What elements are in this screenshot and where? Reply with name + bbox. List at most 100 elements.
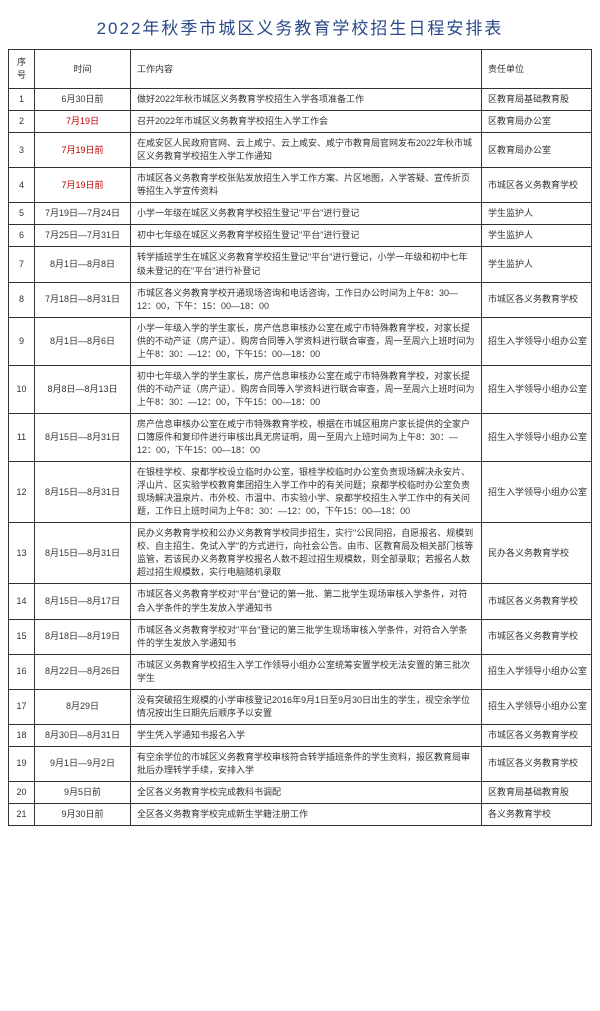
cell-unit: 市城区各义务教育学校 — [482, 724, 592, 746]
cell-content: 没有突破招生规模的小学审核登记2016年9月1日至9月30日出生的学生，视空余学… — [131, 689, 482, 724]
cell-unit: 民办各义务教育学校 — [482, 523, 592, 584]
cell-num: 18 — [9, 724, 35, 746]
table-row: 209月5日前全区各义务教育学校完成教科书调配区教育局基础教育股 — [9, 781, 592, 803]
cell-content: 市城区义务教育学校招生入学工作领导小组办公室统筹安置学校无法安置的第三批次学生 — [131, 654, 482, 689]
cell-content: 召开2022年市城区义务教育学校招生入学工作会 — [131, 111, 482, 133]
page-title: 2022年秋季市城区义务教育学校招生日程安排表 — [8, 14, 592, 39]
cell-content: 全区各义务教育学校完成教科书调配 — [131, 781, 482, 803]
table-row: 148月15日—8月17日市城区各义务教育学校对"平台"登记的第一批、第二批学生… — [9, 584, 592, 619]
cell-content: 全区各义务教育学校完成新生学籍注册工作 — [131, 804, 482, 826]
cell-unit: 招生入学领导小组办公室 — [482, 654, 592, 689]
header-unit: 责任单位 — [482, 50, 592, 89]
table-row: 37月19日前在咸安区人民政府官网、云上咸宁、云上咸安、咸宁市教育局官网发布20… — [9, 133, 592, 168]
cell-time: 7月19日 — [35, 111, 131, 133]
cell-content: 做好2022年秋市城区义务教育学校招生入学各项准备工作 — [131, 89, 482, 111]
table-row: 178月29日没有突破招生规模的小学审核登记2016年9月1日至9月30日出生的… — [9, 689, 592, 724]
cell-unit: 学生监护人 — [482, 203, 592, 225]
cell-content: 初中七年级在城区义务教育学校招生登记"平台"进行登记 — [131, 225, 482, 247]
cell-num: 21 — [9, 804, 35, 826]
cell-content: 学生凭入学通知书报名入学 — [131, 724, 482, 746]
table-row: 138月15日—8月31日民办义务教育学校和公办义务教育学校同步招生，实行"公民… — [9, 523, 592, 584]
cell-unit: 市城区各义务教育学校 — [482, 168, 592, 203]
cell-content: 小学一年级入学的学生家长，房产信息审核办公室在咸宁市特殊教育学校，对家长提供的不… — [131, 317, 482, 365]
cell-num: 20 — [9, 781, 35, 803]
table-row: 108月8日—8月13日初中七年级入学的学生家长，房产信息审核办公室在咸宁市特殊… — [9, 365, 592, 413]
cell-unit: 市城区各义务教育学校 — [482, 282, 592, 317]
table-row: 67月25日—7月31日初中七年级在城区义务教育学校招生登记"平台"进行登记学生… — [9, 225, 592, 247]
cell-time: 8月15日—8月31日 — [35, 462, 131, 523]
cell-content: 市城区各义务教育学校张贴发放招生入学工作方案、片区地图，入学答疑、宣传折页等招生… — [131, 168, 482, 203]
header-content: 工作内容 — [131, 50, 482, 89]
cell-num: 3 — [9, 133, 35, 168]
cell-unit: 招生入学领导小组办公室 — [482, 689, 592, 724]
table-row: 128月15日—8月31日在银桂学校、泉都学校设立临时办公室，银桂学校临时办公室… — [9, 462, 592, 523]
header-row: 序号 时间 工作内容 责任单位 — [9, 50, 592, 89]
table-row: 168月22日—8月26日市城区义务教育学校招生入学工作领导小组办公室统筹安置学… — [9, 654, 592, 689]
cell-num: 10 — [9, 365, 35, 413]
cell-unit: 区教育局基础教育股 — [482, 781, 592, 803]
cell-num: 19 — [9, 746, 35, 781]
cell-content: 有空余学位的市城区义务教育学校审核符合转学插班条件的学生资料，报区教育局审批后办… — [131, 746, 482, 781]
cell-time: 9月5日前 — [35, 781, 131, 803]
table-row: 78月1日—8月8日转学插班学生在城区义务教育学校招生登记"平台"进行登记，小学… — [9, 247, 592, 282]
cell-time: 9月30日前 — [35, 804, 131, 826]
cell-num: 16 — [9, 654, 35, 689]
cell-time: 7月19日前 — [35, 133, 131, 168]
cell-unit: 学生监护人 — [482, 225, 592, 247]
cell-unit: 区教育局办公室 — [482, 133, 592, 168]
cell-num: 4 — [9, 168, 35, 203]
cell-content: 初中七年级入学的学生家长，房产信息审核办公室在咸宁市特殊教育学校，对家长提供的不… — [131, 365, 482, 413]
cell-num: 12 — [9, 462, 35, 523]
cell-num: 9 — [9, 317, 35, 365]
cell-time: 8月1日—8月8日 — [35, 247, 131, 282]
cell-content: 在咸安区人民政府官网、云上咸宁、云上咸安、咸宁市教育局官网发布2022年秋市城区… — [131, 133, 482, 168]
table-row: 188月30日—8月31日学生凭入学通知书报名入学市城区各义务教育学校 — [9, 724, 592, 746]
cell-content: 民办义务教育学校和公办义务教育学校同步招生，实行"公民同招，自愿报名、规模到校、… — [131, 523, 482, 584]
header-num: 序号 — [9, 50, 35, 89]
cell-content: 房产信息审核办公室在咸宁市特殊教育学校，根据在市城区租房户家长提供的全家户口簿原… — [131, 413, 482, 461]
cell-num: 17 — [9, 689, 35, 724]
cell-time: 8月8日—8月13日 — [35, 365, 131, 413]
cell-time: 7月19日前 — [35, 168, 131, 203]
cell-num: 5 — [9, 203, 35, 225]
cell-time: 7月19日—7月24日 — [35, 203, 131, 225]
cell-unit: 区教育局办公室 — [482, 111, 592, 133]
cell-time: 8月15日—8月17日 — [35, 584, 131, 619]
cell-time: 8月18日—8月19日 — [35, 619, 131, 654]
cell-content: 市城区各义务教育学校开通现场咨询和电话咨询，工作日办公时间为上午8：30—12：… — [131, 282, 482, 317]
cell-time: 8月15日—8月31日 — [35, 413, 131, 461]
cell-unit: 区教育局基础教育股 — [482, 89, 592, 111]
cell-num: 13 — [9, 523, 35, 584]
cell-content: 市城区各义务教育学校对"平台"登记的第三批学生现场审核入学条件，对符合入学条件的… — [131, 619, 482, 654]
table-row: 199月1日—9月2日有空余学位的市城区义务教育学校审核符合转学插班条件的学生资… — [9, 746, 592, 781]
cell-time: 7月25日—7月31日 — [35, 225, 131, 247]
cell-num: 2 — [9, 111, 35, 133]
cell-unit: 各义务教育学校 — [482, 804, 592, 826]
table-row: 57月19日—7月24日小学一年级在城区义务教育学校招生登记"平台"进行登记学生… — [9, 203, 592, 225]
table-row: 47月19日前市城区各义务教育学校张贴发放招生入学工作方案、片区地图，入学答疑、… — [9, 168, 592, 203]
table-row: 219月30日前全区各义务教育学校完成新生学籍注册工作各义务教育学校 — [9, 804, 592, 826]
cell-content: 转学插班学生在城区义务教育学校招生登记"平台"进行登记，小学一年级和初中七年级未… — [131, 247, 482, 282]
cell-unit: 招生入学领导小组办公室 — [482, 462, 592, 523]
cell-time: 8月29日 — [35, 689, 131, 724]
cell-num: 11 — [9, 413, 35, 461]
cell-time: 8月1日—8月6日 — [35, 317, 131, 365]
cell-content: 小学一年级在城区义务教育学校招生登记"平台"进行登记 — [131, 203, 482, 225]
table-row: 118月15日—8月31日房产信息审核办公室在咸宁市特殊教育学校，根据在市城区租… — [9, 413, 592, 461]
cell-unit: 市城区各义务教育学校 — [482, 619, 592, 654]
schedule-table: 序号 时间 工作内容 责任单位 16月30日前做好2022年秋市城区义务教育学校… — [8, 49, 592, 826]
cell-time: 8月30日—8月31日 — [35, 724, 131, 746]
table-row: 27月19日召开2022年市城区义务教育学校招生入学工作会区教育局办公室 — [9, 111, 592, 133]
cell-unit: 学生监护人 — [482, 247, 592, 282]
cell-content: 市城区各义务教育学校对"平台"登记的第一批、第二批学生现场审核入学条件，对符合入… — [131, 584, 482, 619]
cell-time: 6月30日前 — [35, 89, 131, 111]
cell-unit: 招生入学领导小组办公室 — [482, 317, 592, 365]
cell-num: 6 — [9, 225, 35, 247]
cell-time: 9月1日—9月2日 — [35, 746, 131, 781]
cell-time: 7月18日—8月31日 — [35, 282, 131, 317]
table-row: 16月30日前做好2022年秋市城区义务教育学校招生入学各项准备工作区教育局基础… — [9, 89, 592, 111]
header-time: 时间 — [35, 50, 131, 89]
cell-num: 1 — [9, 89, 35, 111]
cell-time: 8月15日—8月31日 — [35, 523, 131, 584]
cell-num: 7 — [9, 247, 35, 282]
